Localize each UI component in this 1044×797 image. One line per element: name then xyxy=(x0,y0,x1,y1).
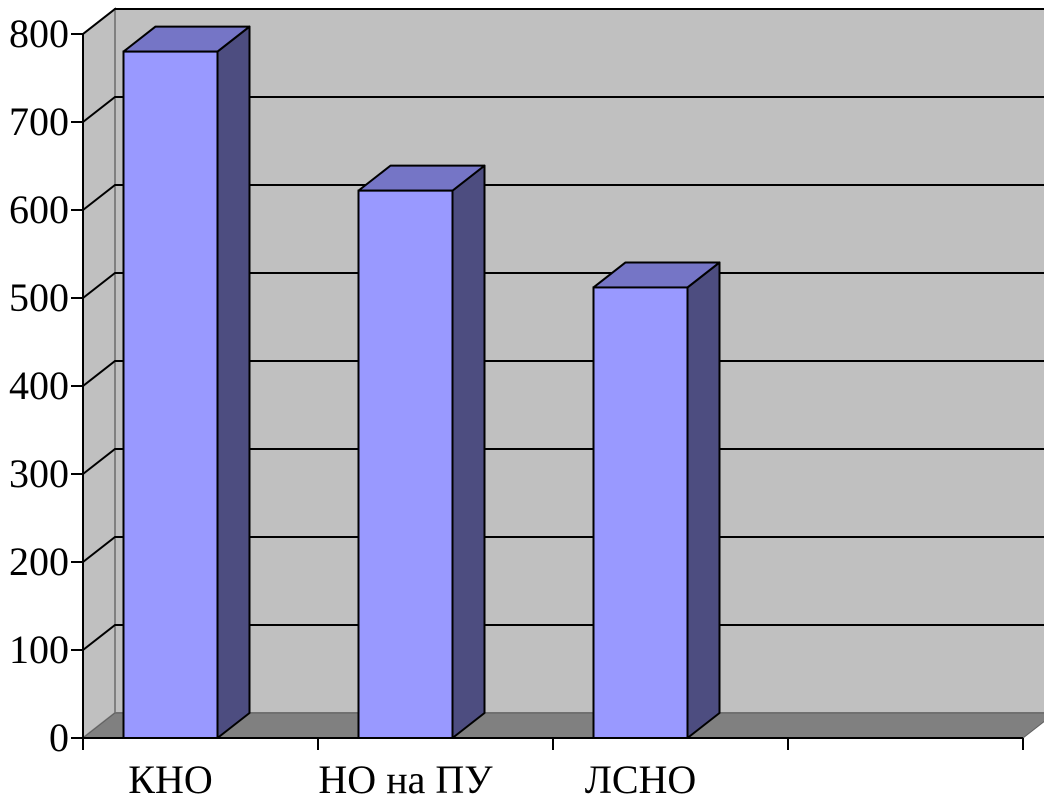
y-tick-label: 300 xyxy=(9,451,69,496)
y-tick-label: 0 xyxy=(49,715,69,760)
y-tick-label: 500 xyxy=(9,275,69,320)
bar-side xyxy=(216,25,251,739)
bars xyxy=(122,25,721,740)
bar-side xyxy=(451,164,486,739)
bar xyxy=(592,261,721,739)
bar-side xyxy=(686,261,721,739)
y-tick-label: 800 xyxy=(9,11,69,56)
bar-front xyxy=(357,189,454,739)
y-tick-label: 200 xyxy=(9,539,69,584)
gridline xyxy=(82,272,1044,299)
gridline xyxy=(82,624,1044,651)
gridlines xyxy=(82,8,1044,651)
y-tick-label: 700 xyxy=(9,99,69,144)
bar xyxy=(357,164,486,739)
y-tick-label: 400 xyxy=(9,363,69,408)
x-category-label: ЛСНО xyxy=(585,757,697,797)
x-tick-labels: КНО НО на ПУ ЛСНО xyxy=(128,757,696,797)
x-category-label: НО на ПУ xyxy=(318,757,493,797)
bar-front xyxy=(122,50,219,740)
bar xyxy=(122,25,251,740)
y-tick-label: 600 xyxy=(9,187,69,232)
bar-front xyxy=(592,286,689,739)
gridline xyxy=(82,96,1044,123)
y-tick-labels: 0 100 200 300 400 500 600 700 800 xyxy=(9,11,69,760)
gridline xyxy=(82,8,1044,35)
gridline xyxy=(82,184,1044,211)
x-category-label: КНО xyxy=(128,757,212,797)
gridline xyxy=(82,536,1044,563)
axes xyxy=(71,33,1024,750)
y-tick-label: 100 xyxy=(9,627,69,672)
gridline xyxy=(82,448,1044,475)
gridline xyxy=(82,360,1044,387)
